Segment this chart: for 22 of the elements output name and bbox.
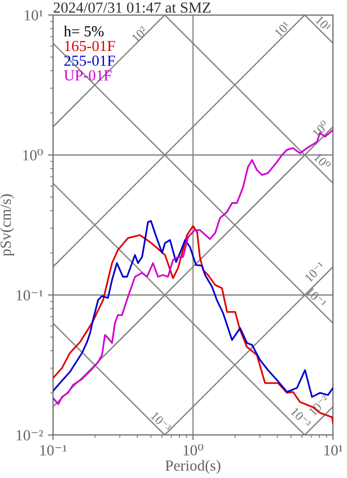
annotation: 10⁰ [314, 152, 332, 170]
legend-title: h= 5% [64, 26, 104, 36]
chart-title: 2024/07/31 01:47 at SMZ [54, 2, 210, 13]
x-tick-label: 10¹ [324, 445, 342, 456]
y-tick-label: 10⁻² [16, 430, 43, 440]
annotation: 10⁻³ [150, 411, 172, 433]
x-axis-title: Period(s) [165, 460, 220, 474]
annotation: 10⁻¹ [304, 261, 326, 282]
annotation: 10⁻¹ [306, 287, 327, 308]
y-tick-label: 10⁻¹ [16, 290, 43, 300]
y-tick-label: 10¹ [24, 10, 43, 20]
x-tick-label: 10⁰ [184, 444, 204, 456]
annotation: 10¹ [315, 16, 332, 32]
text: 255-01F [64, 56, 115, 66]
text: 165-01F [65, 40, 115, 52]
text: UP-01F [64, 70, 112, 81]
y-axis-title: pSv(cm/s) [0, 194, 14, 256]
annotation: 10² [131, 26, 148, 42]
annotation: 10¹ [274, 20, 291, 38]
y-tick-label: 10⁰ [23, 148, 43, 160]
x-tick-label: 10⁻¹ [40, 445, 66, 456]
annotation: 10⁰ [311, 120, 330, 138]
